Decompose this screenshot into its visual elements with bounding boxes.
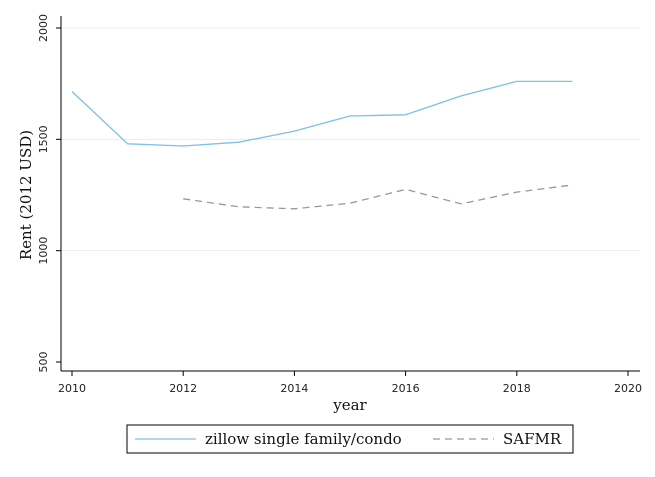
x-tick-label-2014: 2014 [280, 382, 308, 395]
x-tick-label-2012: 2012 [169, 382, 197, 395]
legend-label-zillow: zillow single family/condo [205, 430, 402, 448]
y-tick-label-500: 500 [37, 352, 50, 373]
x-tick-label-2020: 2020 [614, 382, 642, 395]
y-axis-title: Rent (2012 USD) [17, 130, 35, 260]
series-line-0 [71, 80, 573, 147]
y-tick-label-2000: 2000 [37, 14, 50, 42]
gridlines [61, 27, 640, 252]
legend-label-safmr: SAFMR [503, 430, 562, 448]
series-lines [71, 80, 573, 210]
series-line-1 [183, 184, 573, 210]
legend-box [126, 424, 574, 454]
legend: zillow single family/condo SAFMR [126, 424, 574, 454]
x-tick-label-2010: 2010 [58, 382, 86, 395]
y-ticks: 500 1000 1500 2000 [37, 14, 61, 373]
y-tick-label-1000: 1000 [37, 237, 50, 265]
x-tick-label-2016: 2016 [392, 382, 420, 395]
x-ticks: 2010 2012 2014 2016 2018 2020 [58, 371, 642, 395]
x-axis-title: year [332, 396, 367, 414]
x-tick-label-2018: 2018 [503, 382, 531, 395]
y-tick-label-1500: 1500 [37, 125, 50, 153]
